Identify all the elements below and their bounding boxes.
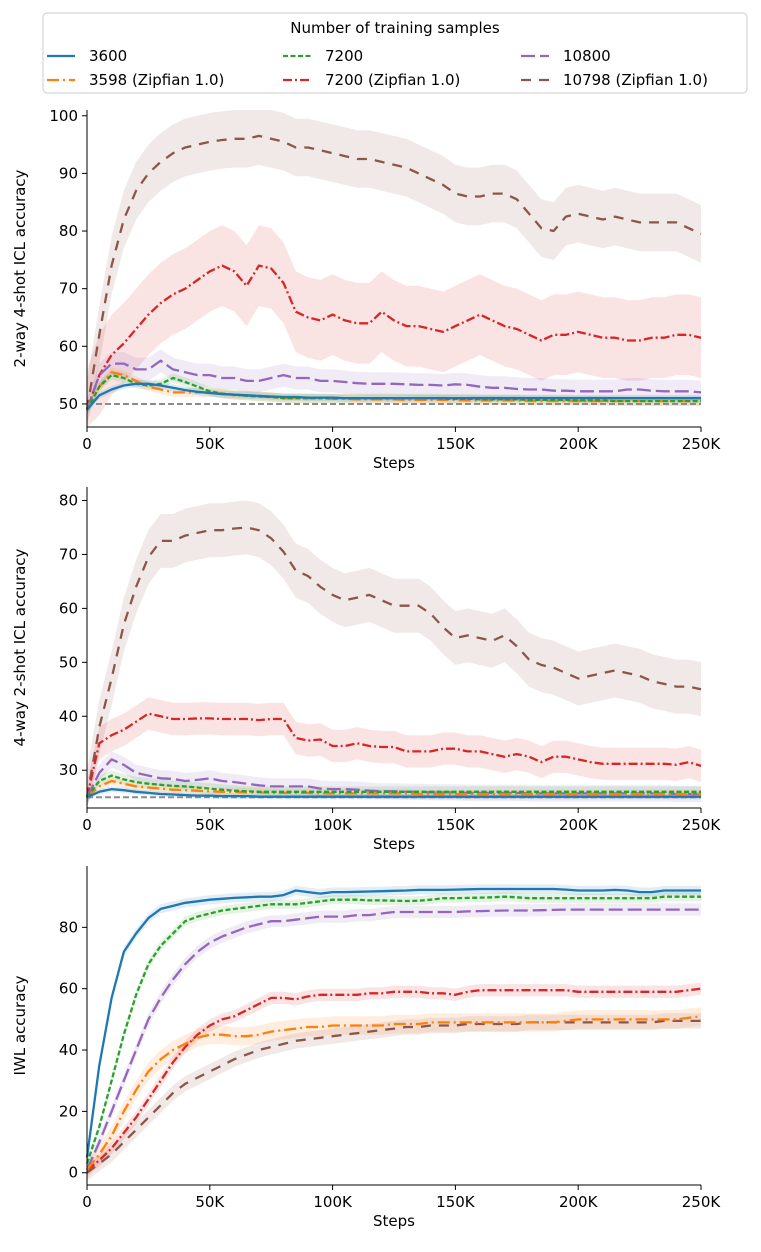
- x-tick-label: 150K: [436, 816, 476, 834]
- y-axis-label: 2-way 4-shot ICL accuracy: [11, 169, 29, 367]
- confidence-band: [87, 110, 701, 427]
- series-line: [85, 895, 701, 1164]
- legend-title: Number of training samples: [290, 19, 500, 37]
- x-axis-label: Steps: [373, 1212, 415, 1230]
- x-tick-label: 200K: [559, 816, 599, 834]
- x-tick-label: 0: [82, 816, 92, 834]
- x-tick-label: 200K: [559, 435, 599, 453]
- x-tick-label: 50K: [195, 816, 225, 834]
- series-line: [86, 1019, 701, 1174]
- confidence-band: [87, 1007, 701, 1179]
- legend-label: 10800: [563, 47, 611, 65]
- confidence-band: [87, 349, 701, 422]
- x-tick-label: 250K: [682, 816, 722, 834]
- x-tick-label: 250K: [682, 1193, 722, 1211]
- panels: 0 50K 100K 150K 200K 250K 50 60 70 80 90 100 Steps 2-…: [11, 107, 721, 1230]
- legend-label: 3600: [89, 47, 127, 65]
- y-tick-label: 0: [68, 1164, 78, 1182]
- y-tick-label: 70: [59, 545, 78, 563]
- series-line: [85, 712, 702, 798]
- x-tick-label: 150K: [436, 1193, 476, 1211]
- series-line: [86, 382, 701, 411]
- x-tick-label: 100K: [313, 816, 353, 834]
- x-tick-label: 200K: [559, 1193, 599, 1211]
- series-line: [86, 774, 701, 798]
- y-tick-label: 50: [59, 653, 78, 671]
- x-axis-label: Steps: [373, 835, 415, 853]
- y-tick-label: 50: [59, 395, 78, 413]
- x-tick-label: 250K: [682, 435, 722, 453]
- x-tick-label: 150K: [436, 435, 476, 453]
- series-line: [85, 134, 702, 410]
- confidence-band: [87, 500, 701, 808]
- confidence-band: [87, 380, 701, 414]
- chart-panel-1: 0 50K 100K 150K 200K 250K 50 60 70 80 90 100 Steps 2-…: [11, 107, 721, 472]
- chart-panel-3: 0 50K 100K 150K 200K 250K 0 20 40 60 80 Steps IWL ac…: [11, 866, 721, 1230]
- y-tick-label: 20: [59, 1102, 78, 1120]
- series-line: [86, 787, 701, 799]
- y-tick-label: 40: [59, 707, 78, 725]
- series-line: [85, 359, 702, 411]
- x-tick-label: 50K: [195, 435, 225, 453]
- x-tick-label: 50K: [195, 1193, 225, 1211]
- y-tick-label: 40: [59, 1041, 78, 1059]
- y-tick-label: 70: [59, 280, 78, 298]
- y-tick-label: 100: [49, 107, 78, 125]
- y-tick-label: 60: [59, 599, 78, 617]
- confidence-band: [87, 751, 701, 806]
- legend-label: 10798 (Zipfian 1.0): [563, 71, 708, 89]
- series-line: [85, 908, 701, 1171]
- legend-label: 7200: [325, 47, 363, 65]
- y-tick-label: 60: [59, 980, 78, 998]
- legend: Number of training samples 3600 3598 (Zip…: [42, 12, 748, 94]
- series-line: [86, 1015, 702, 1171]
- legend-label: 7200 (Zipfian 1.0): [325, 71, 460, 89]
- series-line: [86, 779, 701, 799]
- chart-panel-2: 0 50K 100K 150K 200K 250K 30 40 50 60 70 80 Steps 4-w…: [11, 487, 721, 853]
- y-tick-label: 80: [59, 222, 78, 240]
- y-axis-label: 4-way 2-shot ICL accuracy: [11, 548, 29, 746]
- x-tick-label: 100K: [313, 435, 353, 453]
- confidence-band: [87, 367, 701, 415]
- confidence-band: [87, 697, 701, 808]
- y-tick-label: 80: [59, 491, 78, 509]
- series-line: [85, 887, 701, 1158]
- x-axis-label: Steps: [373, 454, 415, 472]
- confidence-band: [87, 1013, 701, 1181]
- y-tick-label: 30: [59, 761, 78, 779]
- series-line: [85, 264, 702, 411]
- legend-label: 3598 (Zipfian 1.0): [89, 71, 224, 89]
- x-tick-label: 0: [82, 435, 92, 453]
- legend-frame: [42, 12, 748, 94]
- y-tick-label: 80: [59, 918, 78, 936]
- legend-items: 3600 3598 (Zipfian 1.0) 7200 7200 (Zipfian …: [47, 47, 708, 89]
- y-axis-label: IWL accuracy: [11, 975, 29, 1075]
- confidence-band: [87, 225, 701, 427]
- y-tick-label: 90: [59, 164, 78, 182]
- x-tick-label: 100K: [313, 1193, 353, 1211]
- x-tick-label: 0: [82, 1193, 92, 1211]
- y-tick-label: 60: [59, 337, 78, 355]
- series-line: [86, 987, 702, 1171]
